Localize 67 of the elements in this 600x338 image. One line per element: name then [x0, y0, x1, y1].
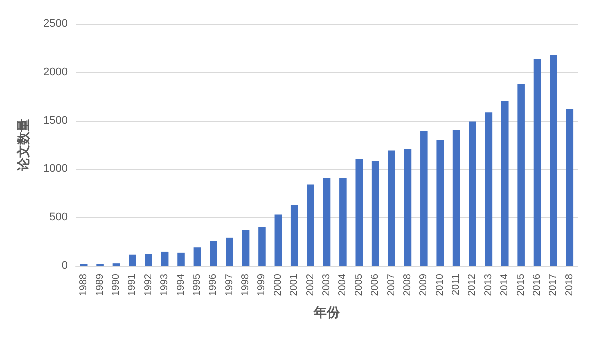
bar	[420, 131, 428, 266]
y-tick-label: 1500	[44, 114, 68, 127]
x-axis-title: 年份	[313, 305, 341, 320]
bar	[436, 140, 444, 266]
bar	[210, 241, 218, 266]
bar	[372, 161, 380, 266]
x-tick-label: 2015	[516, 274, 527, 296]
bar	[258, 227, 266, 266]
x-tick-label: 2000	[272, 274, 284, 296]
bar	[145, 254, 153, 266]
bar	[534, 59, 542, 266]
x-tick-label: 1995	[192, 274, 203, 296]
x-tick-label: 1991	[127, 274, 138, 296]
x-tick-label: 1990	[110, 274, 122, 296]
bar	[323, 178, 331, 266]
x-tick-label: 1996	[208, 274, 220, 296]
y-tick-label: 1000	[44, 163, 68, 176]
bar	[161, 252, 169, 266]
y-tick-label: 2000	[44, 66, 68, 78]
y-tick-label: 2500	[44, 18, 68, 30]
bar	[307, 184, 314, 266]
x-tick-label: 1992	[143, 274, 154, 296]
x-tick-label: 1999	[256, 274, 268, 296]
x-tick-label: 2005	[354, 274, 365, 296]
bar	[274, 214, 282, 266]
bar	[501, 101, 509, 266]
bar	[388, 150, 396, 266]
x-tick-label: 2008	[402, 274, 414, 296]
x-tick-label: 2018	[564, 274, 576, 296]
bar	[194, 248, 202, 266]
x-tick-label: 2002	[305, 274, 316, 296]
x-tick-label: 2009	[418, 274, 430, 296]
bar	[518, 84, 525, 266]
x-tick-label: 2013	[483, 274, 494, 296]
y-tick-label: 500	[50, 212, 68, 224]
bar	[242, 230, 250, 266]
x-tick-label: 2007	[386, 274, 398, 296]
x-tick-label: 2006	[370, 274, 382, 296]
x-tick-label: 1988	[78, 274, 90, 296]
x-tick-label: 2003	[322, 274, 332, 296]
bar	[550, 55, 558, 266]
x-tick-label: 1993	[160, 274, 171, 296]
x-tick-label: 2004	[338, 274, 349, 296]
bar	[226, 238, 234, 266]
bar	[178, 252, 185, 266]
bar	[290, 206, 298, 266]
y-axis-title: 论文数量	[16, 119, 31, 172]
bar	[404, 149, 412, 266]
bar	[485, 112, 493, 266]
bar	[340, 178, 347, 266]
x-tick-label: 1997	[224, 274, 236, 296]
x-tick-label: 1994	[176, 274, 187, 296]
x-tick-label: 2014	[500, 274, 511, 296]
x-tick-label: 1998	[240, 274, 252, 296]
bar	[469, 122, 476, 266]
x-tick-label: 2012	[467, 274, 478, 296]
x-tick-label: 2010	[434, 274, 446, 296]
x-tick-label: 2017	[548, 274, 560, 296]
bar	[566, 109, 574, 266]
bar	[129, 254, 136, 266]
x-tick-label: 2016	[532, 274, 544, 296]
y-tick-label: 0	[62, 260, 68, 272]
x-tick-label: 1989	[94, 274, 106, 296]
bar	[356, 159, 364, 266]
bar	[452, 130, 460, 266]
x-tick-label: 2011	[451, 274, 462, 296]
x-tick-label: 2001	[289, 274, 300, 296]
